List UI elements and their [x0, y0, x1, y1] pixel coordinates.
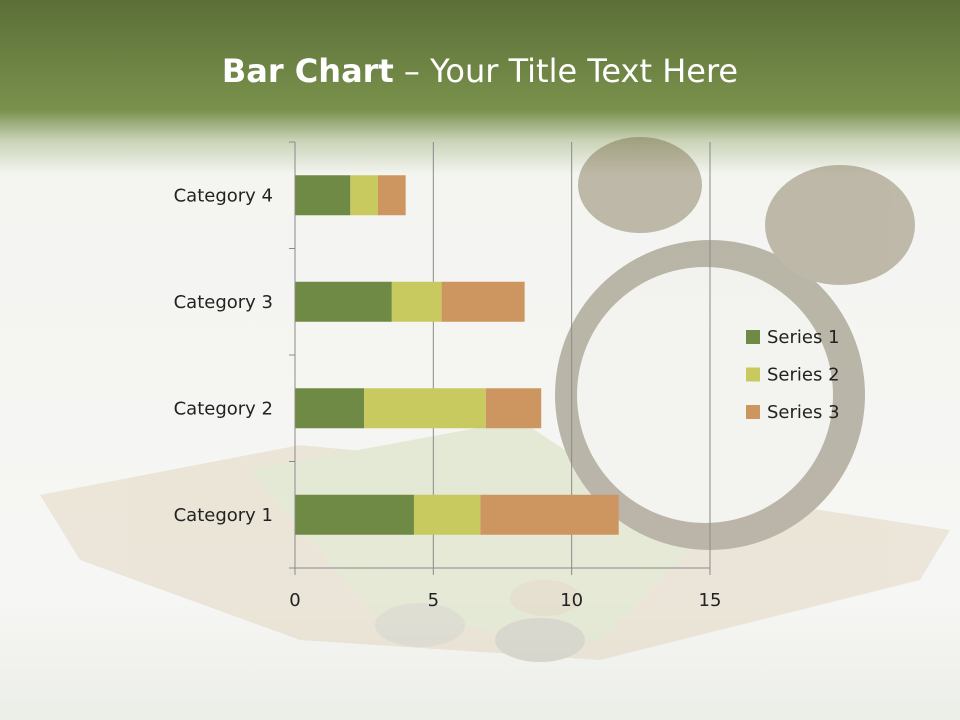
legend-swatch: [746, 405, 760, 419]
title-rest: – Your Title Text Here: [393, 52, 739, 90]
bar-series-3-category-2: [485, 388, 542, 429]
x-tick-label: 0: [289, 590, 300, 611]
category-label: Category 3: [174, 292, 273, 313]
bar-series-1-category-2: [295, 388, 365, 429]
bar-series-1-category-4: [295, 175, 351, 216]
title-bold: Bar Chart: [221, 52, 394, 90]
legend-swatch: [746, 367, 760, 382]
bar-series-3-category-4: [378, 175, 406, 216]
legend-swatch: [746, 330, 760, 344]
x-tick-label: 5: [428, 590, 439, 611]
bar-series-2-category-2: [364, 388, 486, 429]
bar-series-2-category-4: [350, 175, 378, 216]
legend-label: Series 3: [767, 402, 840, 423]
slide-title: Bar Chart – Your Title Text Here: [0, 52, 960, 90]
bar-series-3-category-3: [441, 281, 525, 322]
category-label: Category 2: [174, 398, 273, 419]
bar-series-1-category-1: [295, 494, 414, 535]
bar-series-2-category-1: [413, 494, 481, 535]
category-label: Category 4: [174, 185, 273, 206]
bar-series-1-category-3: [295, 281, 392, 322]
legend-label: Series 1: [767, 327, 840, 348]
bar-series-3-category-1: [480, 494, 619, 535]
x-tick-label: 10: [560, 590, 583, 611]
x-tick-label: 15: [699, 590, 722, 611]
legend-label: Series 2: [767, 365, 840, 386]
category-label: Category 1: [174, 505, 273, 526]
bar-series-2-category-3: [391, 281, 442, 322]
